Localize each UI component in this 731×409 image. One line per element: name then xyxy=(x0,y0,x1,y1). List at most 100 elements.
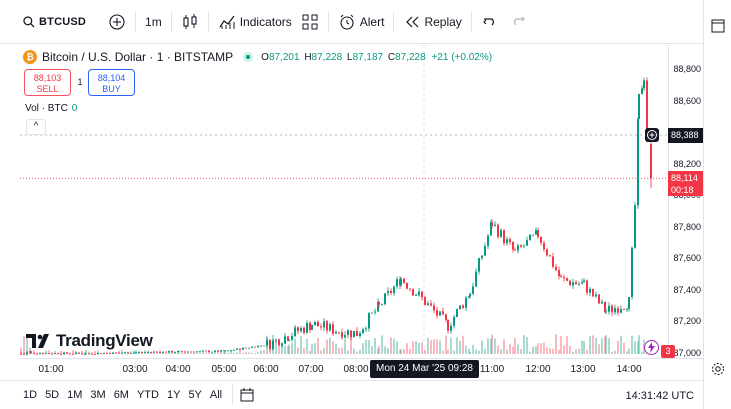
volume-bar xyxy=(112,352,114,354)
candle-body xyxy=(537,230,539,237)
divider xyxy=(296,12,297,32)
candle-body xyxy=(546,249,548,256)
volume-bar xyxy=(406,343,408,354)
undo-button[interactable] xyxy=(481,8,499,36)
candle-body xyxy=(506,239,508,244)
instrument-title[interactable]: Bitcoin / U.S. Dollar · 1 · BITSTAMP xyxy=(42,50,234,64)
range-button-1d[interactable]: 1D xyxy=(23,389,38,401)
volume-bar xyxy=(84,351,86,354)
gear-icon xyxy=(712,363,724,375)
candle-body xyxy=(362,329,364,334)
volume-bar xyxy=(223,351,225,354)
candle-body xyxy=(641,88,643,94)
candle-body xyxy=(88,353,90,355)
volume-bar xyxy=(272,334,274,354)
candle-body xyxy=(512,242,514,250)
buy-button[interactable]: 88,104 BUY xyxy=(88,69,135,96)
volume-bar xyxy=(430,340,432,354)
price-chart[interactable] xyxy=(20,45,668,358)
volume-bar xyxy=(494,338,496,354)
layouts-button[interactable] xyxy=(301,8,319,36)
volume-bar xyxy=(127,352,129,354)
volume-bar xyxy=(638,335,640,354)
symbol-search[interactable]: BTCUSD xyxy=(22,8,86,36)
volume-bar xyxy=(81,350,83,354)
volume-legend[interactable]: Vol · BTC 0 xyxy=(25,103,77,114)
candle-body xyxy=(543,242,545,250)
price-axis[interactable]: 88,80088,60088,40088,20088,00087,80087,6… xyxy=(668,45,703,358)
range-button-3m[interactable]: 3M xyxy=(90,389,106,401)
candle-body xyxy=(147,352,149,353)
volume-bar xyxy=(118,350,120,354)
add-alert-plus-icon[interactable] xyxy=(645,128,659,142)
news-flash-icon[interactable] xyxy=(644,340,659,355)
volume-bar xyxy=(239,350,241,354)
volume-bar xyxy=(353,348,355,354)
range-button-1m[interactable]: 1M xyxy=(67,389,83,401)
volume-bar xyxy=(583,341,585,354)
indicators-button[interactable]: Indicators xyxy=(218,8,292,36)
volume-bar xyxy=(436,339,438,354)
candle-body xyxy=(156,351,158,353)
replay-button[interactable]: Replay xyxy=(403,8,462,36)
watchlist-button[interactable] xyxy=(711,19,725,33)
range-button-6m[interactable]: 6M xyxy=(113,389,129,401)
range-button-1y[interactable]: 1Y xyxy=(166,389,181,401)
redo-button[interactable] xyxy=(509,8,527,36)
candle-body xyxy=(141,352,143,353)
crosshair-time-label: Mon 24 Mar '25 09:28 xyxy=(370,360,479,378)
candle-body xyxy=(344,334,346,338)
candle-body xyxy=(300,327,302,332)
candle-body xyxy=(48,353,50,355)
candle-body xyxy=(481,255,483,259)
range-button-5d[interactable]: 5D xyxy=(45,389,60,401)
interval-button[interactable]: 1m xyxy=(145,8,162,36)
goto-date-button[interactable] xyxy=(239,387,255,403)
volume-bar xyxy=(560,336,562,354)
volume-bar xyxy=(475,349,477,354)
volume-bar xyxy=(563,345,565,354)
candle-body xyxy=(491,222,493,226)
volume-bar xyxy=(63,351,65,354)
volume-bar xyxy=(378,345,380,354)
range-button-5y[interactable]: 5Y xyxy=(188,389,202,401)
time-axis[interactable]: 01:00 03:00 04:00 05:00 06:00 07:00 08:00 11:00… xyxy=(20,358,703,380)
chart-type-button[interactable] xyxy=(181,8,199,36)
candle-body xyxy=(614,308,616,313)
collapse-legend-button[interactable]: ^ xyxy=(26,119,46,135)
bitcoin-icon: ₿ xyxy=(23,50,37,64)
settings-button[interactable] xyxy=(711,362,725,376)
compare-button[interactable] xyxy=(108,8,126,36)
candle-body xyxy=(497,224,499,237)
candle-body xyxy=(97,353,99,355)
candle-body xyxy=(57,353,59,355)
candle-body xyxy=(494,224,496,226)
volume-bar xyxy=(165,352,167,354)
candle-body xyxy=(478,258,480,272)
volume-bar xyxy=(377,348,379,354)
volume-bar xyxy=(227,352,229,354)
range-button-all[interactable]: All xyxy=(209,389,223,401)
candle-body xyxy=(150,352,152,353)
tradingview-logo[interactable]: TradingView xyxy=(26,331,153,351)
chevron-up-icon: ^ xyxy=(33,121,39,132)
candle-body xyxy=(424,297,426,306)
alert-count-badge[interactable]: 3 xyxy=(661,345,675,358)
divider xyxy=(98,12,99,32)
volume-bar xyxy=(478,350,480,354)
candle-body xyxy=(650,144,652,179)
candle-body xyxy=(42,353,44,355)
alert-button[interactable]: Alert xyxy=(338,8,384,36)
volume-bar xyxy=(628,348,630,354)
candle-body xyxy=(365,328,367,330)
sell-button[interactable]: 88,103 SELL xyxy=(24,69,71,96)
candle-body xyxy=(20,354,22,355)
range-button-ytd[interactable]: YTD xyxy=(136,389,159,401)
volume-bar xyxy=(335,343,337,354)
utc-clock[interactable]: 14:31:42 UTC xyxy=(625,390,694,402)
volume-bar xyxy=(60,351,62,354)
price-tick-label: 87,600 xyxy=(673,253,701,264)
sell-price: 88,103 xyxy=(33,73,62,83)
volume-bar xyxy=(36,352,38,354)
volume-bar xyxy=(572,351,574,354)
